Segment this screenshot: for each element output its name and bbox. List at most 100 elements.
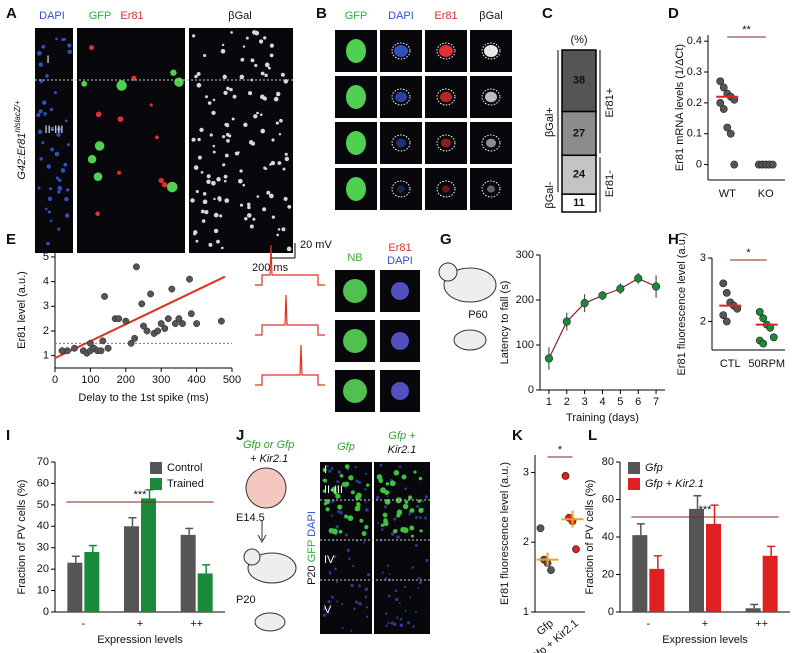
cell (396, 616, 399, 619)
cell (240, 57, 245, 62)
fit-line (54, 275, 226, 360)
x-tick-label: - (646, 618, 650, 630)
cell (376, 474, 383, 480)
point (171, 320, 179, 328)
panel-letter: D (668, 5, 679, 22)
cell (346, 131, 366, 155)
channel-label: DAPI (39, 10, 65, 22)
cell (245, 36, 249, 40)
cell (409, 596, 412, 599)
cell (200, 209, 205, 214)
cell (247, 205, 251, 210)
channel-label: DAPI (388, 10, 414, 22)
cell (208, 242, 213, 247)
cell (323, 607, 326, 611)
cell (346, 177, 366, 201)
value-label: 24 (573, 169, 586, 181)
cell (213, 212, 219, 218)
cell (355, 494, 361, 501)
cell (408, 512, 412, 516)
cell (358, 584, 361, 588)
cell (67, 43, 72, 48)
cell (395, 91, 407, 103)
cell (191, 137, 196, 142)
cell (364, 472, 368, 475)
point (759, 339, 768, 348)
channel-label: Er81 (434, 10, 457, 22)
y-tick-label: 0.2 (687, 97, 702, 109)
cell (341, 627, 344, 630)
cell (387, 621, 389, 624)
cell (246, 213, 252, 218)
cell (365, 615, 369, 618)
age: E14.5 (236, 512, 265, 524)
cell (197, 137, 201, 142)
cell (328, 469, 332, 473)
cell (263, 36, 267, 40)
y-tick-label: 5 (43, 251, 49, 263)
channel-label: Er81 (388, 242, 411, 254)
x-tick-label: 500 (223, 374, 241, 386)
cell (424, 495, 429, 499)
cell (395, 497, 402, 504)
cell (441, 138, 451, 148)
micrograph (380, 168, 422, 210)
point (168, 285, 176, 293)
point (71, 344, 78, 352)
panel-letter: H (668, 231, 679, 248)
cell (205, 95, 208, 99)
point (161, 325, 169, 332)
cell (95, 211, 100, 217)
cell (239, 203, 244, 207)
cell (192, 34, 196, 38)
cell (323, 478, 327, 483)
cell (394, 45, 408, 57)
cell (53, 90, 57, 95)
cell (379, 463, 383, 467)
legend-swatch (150, 478, 162, 490)
group-label: βGal- (544, 181, 556, 208)
cell (193, 165, 199, 170)
cell (336, 485, 339, 488)
point (104, 344, 112, 352)
legend-swatch (628, 478, 640, 490)
cell (333, 491, 338, 495)
cell (354, 505, 361, 512)
cell (259, 94, 265, 100)
cell (387, 495, 389, 498)
cell (226, 139, 230, 143)
cell (37, 186, 41, 190)
cell (231, 117, 235, 121)
cell (348, 557, 351, 561)
cell (63, 38, 67, 41)
cell (47, 210, 52, 214)
stain: GFP (306, 540, 318, 562)
cell (439, 45, 453, 57)
micrograph (77, 28, 185, 253)
x-axis-label: Expression levels (662, 634, 748, 646)
panel-letter: L (588, 427, 597, 444)
cell-outline (391, 42, 411, 60)
cell (254, 30, 260, 36)
cell (363, 541, 366, 544)
cell (365, 508, 369, 512)
channel-label: GFP (89, 10, 112, 22)
x-tick-label: + (702, 618, 708, 630)
cell (425, 558, 429, 563)
cell (202, 192, 207, 196)
cell-outline (481, 88, 501, 106)
value-label: 38 (573, 75, 585, 87)
cell (396, 513, 401, 518)
cell (230, 31, 233, 34)
cell-outline (436, 42, 456, 60)
x-tick-label: 300 (152, 374, 170, 386)
channel-label: DAPI (387, 255, 413, 267)
y-tick-label: 50 (37, 499, 49, 511)
stain: DAPI (306, 511, 318, 537)
cell (211, 110, 216, 116)
micrograph (35, 28, 73, 253)
cell (281, 227, 286, 232)
cell (223, 174, 228, 179)
cell (209, 133, 213, 137)
cell (222, 163, 226, 167)
